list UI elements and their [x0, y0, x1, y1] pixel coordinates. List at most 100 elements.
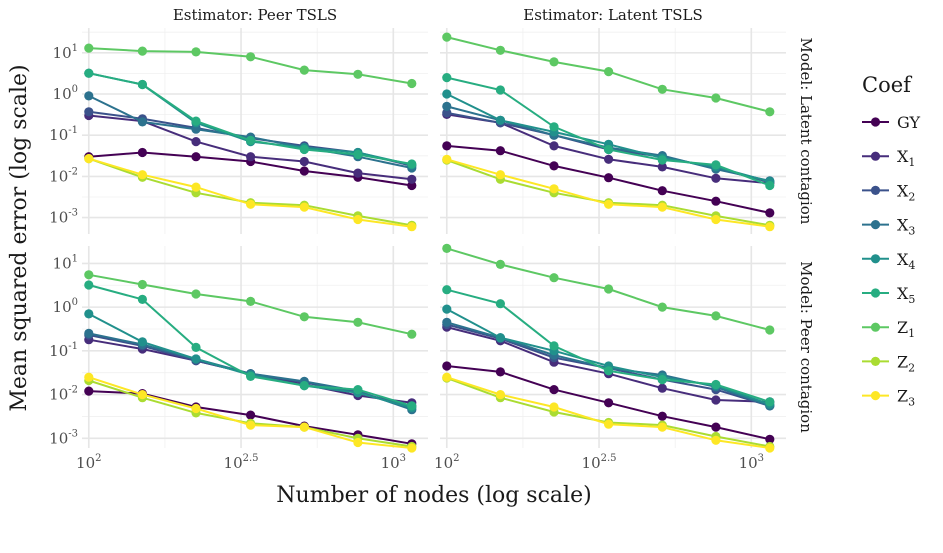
data-point-X1: [353, 168, 363, 178]
data-point-X3: [84, 328, 94, 338]
legend-item-X2: X2: [862, 181, 915, 203]
x-tick-label: 102: [76, 453, 101, 472]
data-point-GY: [657, 411, 667, 421]
legend-label: Z2: [897, 352, 915, 374]
facet-column-label: Estimator: Latent TSLS: [523, 6, 702, 24]
legend-label: X5: [897, 284, 915, 306]
data-point-Z3: [137, 390, 147, 400]
x-axis-title: Number of nodes (log scale): [276, 483, 591, 508]
data-point-X5: [353, 149, 363, 160]
facet-row-label: Model: Peer contagion: [797, 261, 815, 433]
legend-item-GY: GY: [862, 113, 921, 132]
legend-key-point: [870, 322, 881, 332]
data-point-Z1: [191, 289, 201, 299]
data-point-X4: [84, 309, 94, 319]
data-point-X5: [299, 381, 309, 391]
data-point-X5: [246, 371, 256, 381]
y-tick-label: 10-3: [49, 208, 78, 227]
y-axis-title: Mean squared error (log scale): [7, 64, 32, 411]
data-point-X4: [442, 304, 452, 314]
data-point-Z3: [191, 182, 201, 192]
legend-item-Z2: Z2: [862, 352, 915, 374]
data-point-X5: [137, 79, 147, 90]
data-point-Z3: [495, 170, 505, 180]
data-point-X5: [765, 397, 775, 407]
data-point-X2: [442, 108, 452, 118]
x-tick-label: 102: [434, 453, 459, 472]
legend-key-point: [870, 151, 881, 161]
data-point-GY: [657, 186, 667, 196]
data-point-Z1: [657, 84, 667, 94]
x-tick-label: 102.5: [582, 453, 617, 472]
data-point-GY: [442, 141, 452, 151]
data-point-Z1: [84, 270, 94, 280]
y-tick-label: 100: [53, 297, 78, 316]
data-point-GY: [246, 410, 256, 420]
y-tick-label: 101: [53, 253, 78, 272]
data-point-GY: [84, 386, 94, 396]
legend-key-point: [870, 220, 881, 230]
legend-key-point: [870, 356, 881, 366]
data-point-GY: [711, 196, 721, 206]
data-point-GY: [442, 361, 452, 371]
data-point-Z3: [604, 419, 614, 429]
data-point-X4: [191, 354, 201, 364]
legend-label: X2: [897, 181, 915, 203]
legend-item-X3: X3: [862, 216, 915, 238]
y-tick-label: 10-1: [49, 341, 78, 360]
legend-title: Coef: [862, 73, 913, 97]
data-point-X5: [191, 342, 201, 352]
data-point-X5: [246, 135, 256, 145]
data-point-X3: [442, 101, 452, 111]
data-point-X5: [549, 341, 559, 351]
data-point-X4: [495, 115, 505, 125]
data-point-X5: [84, 280, 94, 290]
legend-key-point: [870, 117, 881, 127]
data-point-X1: [549, 141, 559, 151]
panel-data-r1-c0: [84, 270, 417, 453]
data-point-GY: [299, 166, 309, 176]
data-point-Z3: [407, 443, 417, 453]
data-point-Z3: [711, 214, 721, 225]
data-point-Z1: [299, 312, 309, 322]
y-tick-label: 10-1: [49, 125, 78, 144]
data-point-Z1: [495, 45, 505, 55]
data-point-Z3: [604, 199, 614, 209]
data-point-X5: [549, 122, 559, 132]
data-point-X4: [137, 337, 147, 347]
data-point-Z3: [191, 403, 201, 414]
data-point-Z1: [495, 259, 505, 269]
data-point-X1: [711, 173, 721, 183]
data-point-X5: [495, 299, 505, 309]
y-tick-label: 100: [53, 84, 78, 103]
x-tick-label: 103: [739, 453, 764, 472]
y-tick-label: 10-2: [49, 385, 78, 404]
data-point-Z1: [657, 302, 667, 312]
data-point-Z3: [657, 202, 667, 212]
data-point-Z3: [246, 420, 256, 430]
data-point-Z3: [442, 154, 452, 164]
legend-label: X1: [897, 147, 915, 169]
y-tick-label: 101: [53, 43, 78, 62]
data-point-X5: [657, 155, 667, 165]
data-point-Z1: [604, 67, 614, 77]
data-point-GY: [765, 434, 775, 444]
data-point-Z1: [549, 273, 559, 283]
data-point-GY: [549, 385, 559, 395]
data-point-Z1: [407, 329, 417, 339]
legend-key-point: [870, 391, 881, 401]
x-tick-label: 103: [381, 453, 406, 472]
data-point-X5: [84, 68, 94, 78]
legend-item-Z3: Z3: [862, 387, 915, 409]
legend-item-X4: X4: [862, 250, 915, 272]
data-point-GY: [495, 146, 505, 156]
data-point-Z3: [765, 222, 775, 232]
data-point-X5: [407, 401, 417, 411]
data-point-X4: [495, 333, 505, 343]
data-point-GY: [191, 152, 201, 162]
data-point-X5: [765, 180, 775, 191]
data-point-Z1: [353, 317, 363, 327]
data-point-Z3: [137, 170, 147, 180]
